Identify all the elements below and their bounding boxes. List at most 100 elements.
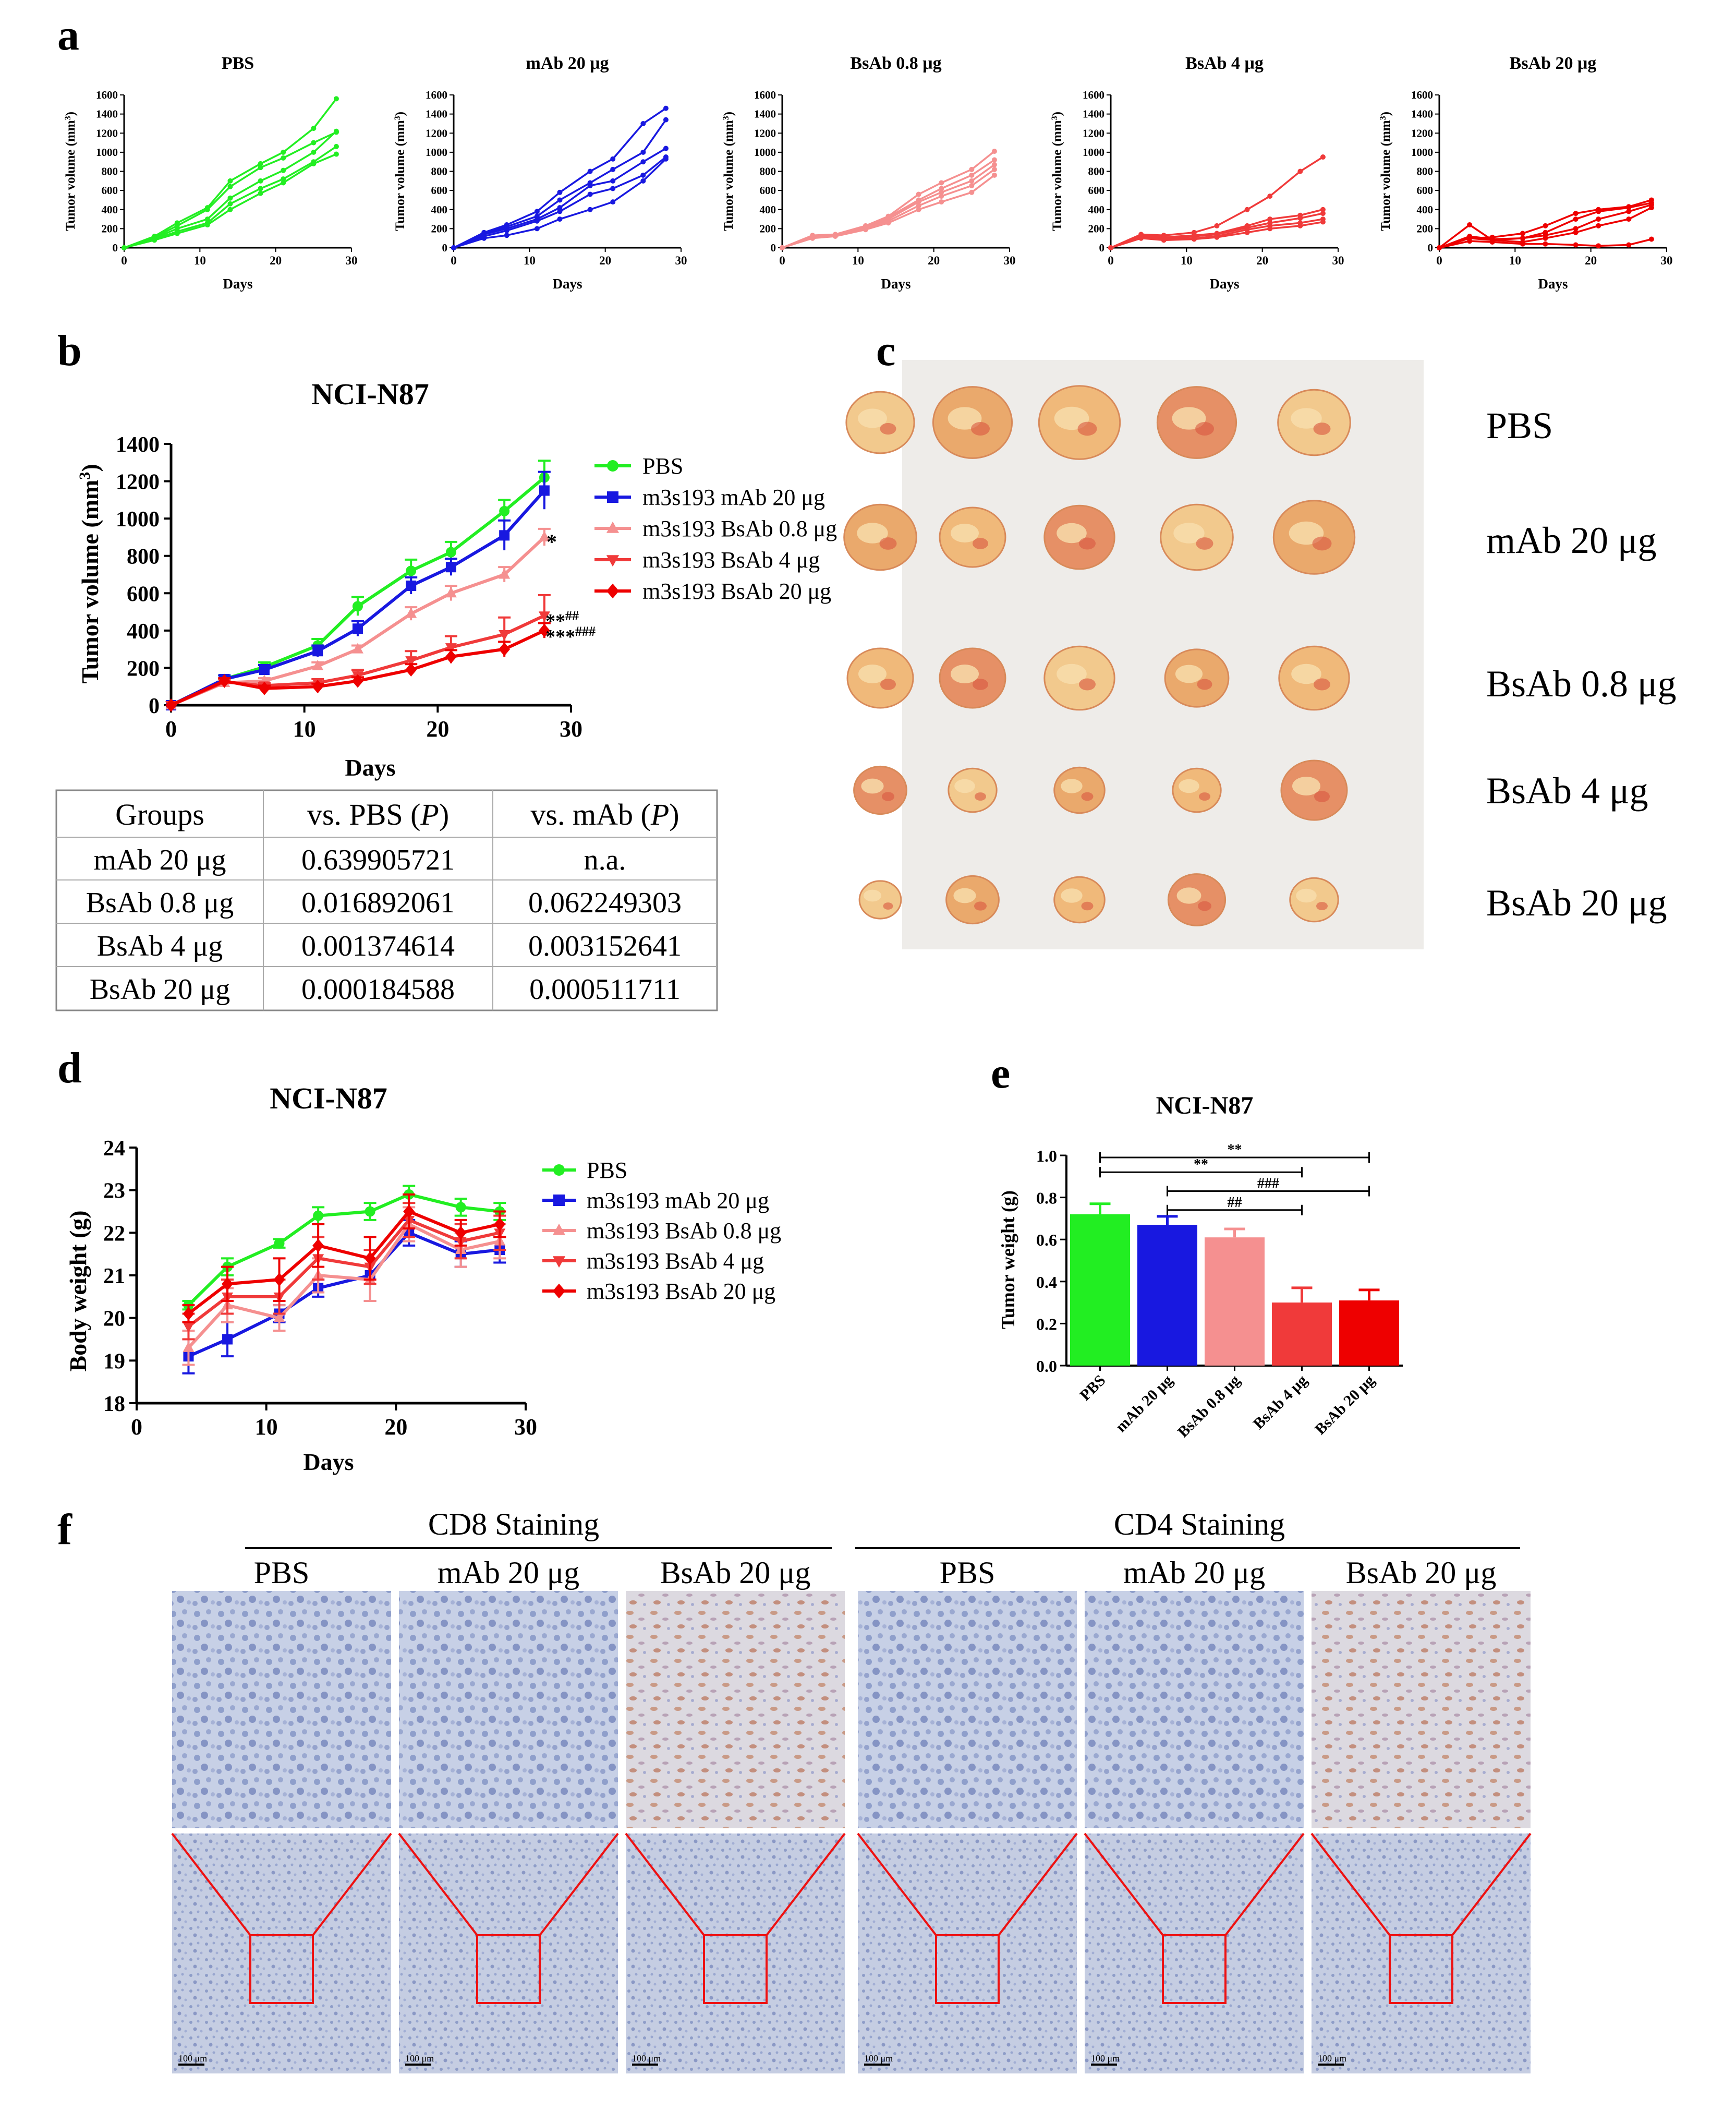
y-tick-label: 1200 [754,127,776,139]
y-tick-label: 1000 [96,146,118,159]
data-point [281,176,286,182]
data-point [610,178,616,184]
legend-label: PBS [587,1157,627,1183]
data-point [1244,207,1250,212]
series-line [188,1231,500,1358]
data-point [183,1307,195,1321]
overview-image [1312,1834,1531,2073]
data-point [1320,154,1326,160]
y-tick-label: 1.0 [1036,1147,1057,1165]
data-point [333,151,339,157]
y-tick-label: 200 [102,222,118,235]
y-tick-label: 0 [1428,242,1434,254]
data-point [258,178,263,184]
data-point [1437,245,1442,250]
data-point [258,165,263,171]
data-point [1520,231,1525,236]
data-point [832,234,838,239]
data-point [969,172,975,178]
ylabel-sup: 3 [1379,116,1388,120]
sig-hash: ## [565,608,579,623]
series-line [187,1222,500,1349]
data-point [885,220,891,226]
data-point [204,222,210,228]
panel-e-ylabel: Tumor weight (g) [998,1190,1018,1329]
data-point [663,146,669,151]
data-point [273,1311,285,1322]
data-point [587,207,593,212]
zoom-image [858,1591,1077,1828]
overview-image [626,1834,845,2073]
mouse-line [453,107,666,249]
y-tick-label: 600 [1417,184,1434,197]
ylabel-close: ) [1379,112,1393,116]
data-point [1573,230,1579,235]
overview-image [858,1834,1077,2073]
legend-marker [552,1223,566,1235]
data-point [1161,237,1167,243]
data-point [991,166,997,172]
data-point [1267,216,1273,222]
mouse-line [1110,212,1324,249]
tumor [858,880,902,920]
data-point [1320,211,1326,216]
tumor-highlight [1057,523,1087,544]
data-point [1214,234,1220,240]
ylabel-close: ) [722,112,736,116]
sig-label: ## [1228,1195,1242,1211]
table-cell: mAb 20 μg [93,844,226,876]
y-tick-label: 600 [760,184,776,197]
panel-a-ylabel: Tumor volume (mm3) [64,112,78,231]
sig-stars: ** [545,610,565,632]
data-point [445,562,456,573]
panel-e-chart: NCI-N87 Tumor weight (g) 0.0 0.2 0.4 0.6 0.8… [998,1092,1403,1441]
y-tick-label: 400 [1088,203,1105,216]
data-point [640,178,646,184]
panel-a-xlabel: Days [223,276,252,292]
tumor-spot [1081,901,1094,911]
data-point [1467,222,1473,228]
data-point [122,245,127,250]
tumor-spot [879,537,897,550]
mouse-line [124,153,337,249]
data-point [313,1210,324,1221]
data-point [640,120,646,126]
zoom-line [766,1832,846,1936]
data-point [1543,241,1548,247]
data-point [587,168,593,174]
x-tick-label: 20 [599,254,611,267]
header-close: ) [669,798,679,831]
data-point [1108,245,1113,250]
data-point [1320,207,1326,212]
data-point [1214,223,1220,228]
legend-marker [606,583,620,599]
tumor-highlight [1173,523,1205,544]
x-tick-label: 30 [560,716,582,742]
table-cell: 0.003152641 [528,930,682,962]
sig-stars: *** [545,626,575,648]
tumor-spot [1314,791,1330,802]
data-point [352,601,363,612]
data-point [1297,223,1303,228]
x-tick-label: 20 [270,254,282,267]
y-tick-label: 0.0 [1036,1357,1057,1376]
data-point [227,184,233,189]
y-tick-label: 0.4 [1036,1273,1057,1292]
tumor-spot [973,538,988,549]
sig-bsab08: * [547,530,557,553]
data-point [610,166,616,172]
panel-label-b: b [57,327,82,375]
tumor-spot [880,423,896,435]
tumor-highlight [948,407,982,430]
data-point [663,105,669,111]
x-tick-label: 30 [514,1414,537,1440]
data-point [222,1334,233,1345]
x-tick-label: 0 [1108,254,1114,267]
panel-label-c: c [876,327,895,375]
y-tick-label: 200 [1088,222,1105,235]
data-point [1297,168,1303,174]
y-tick-label: 400 [102,203,118,216]
tumor-spot [883,902,893,910]
tumor-highlight [858,665,887,683]
data-point [499,505,510,516]
